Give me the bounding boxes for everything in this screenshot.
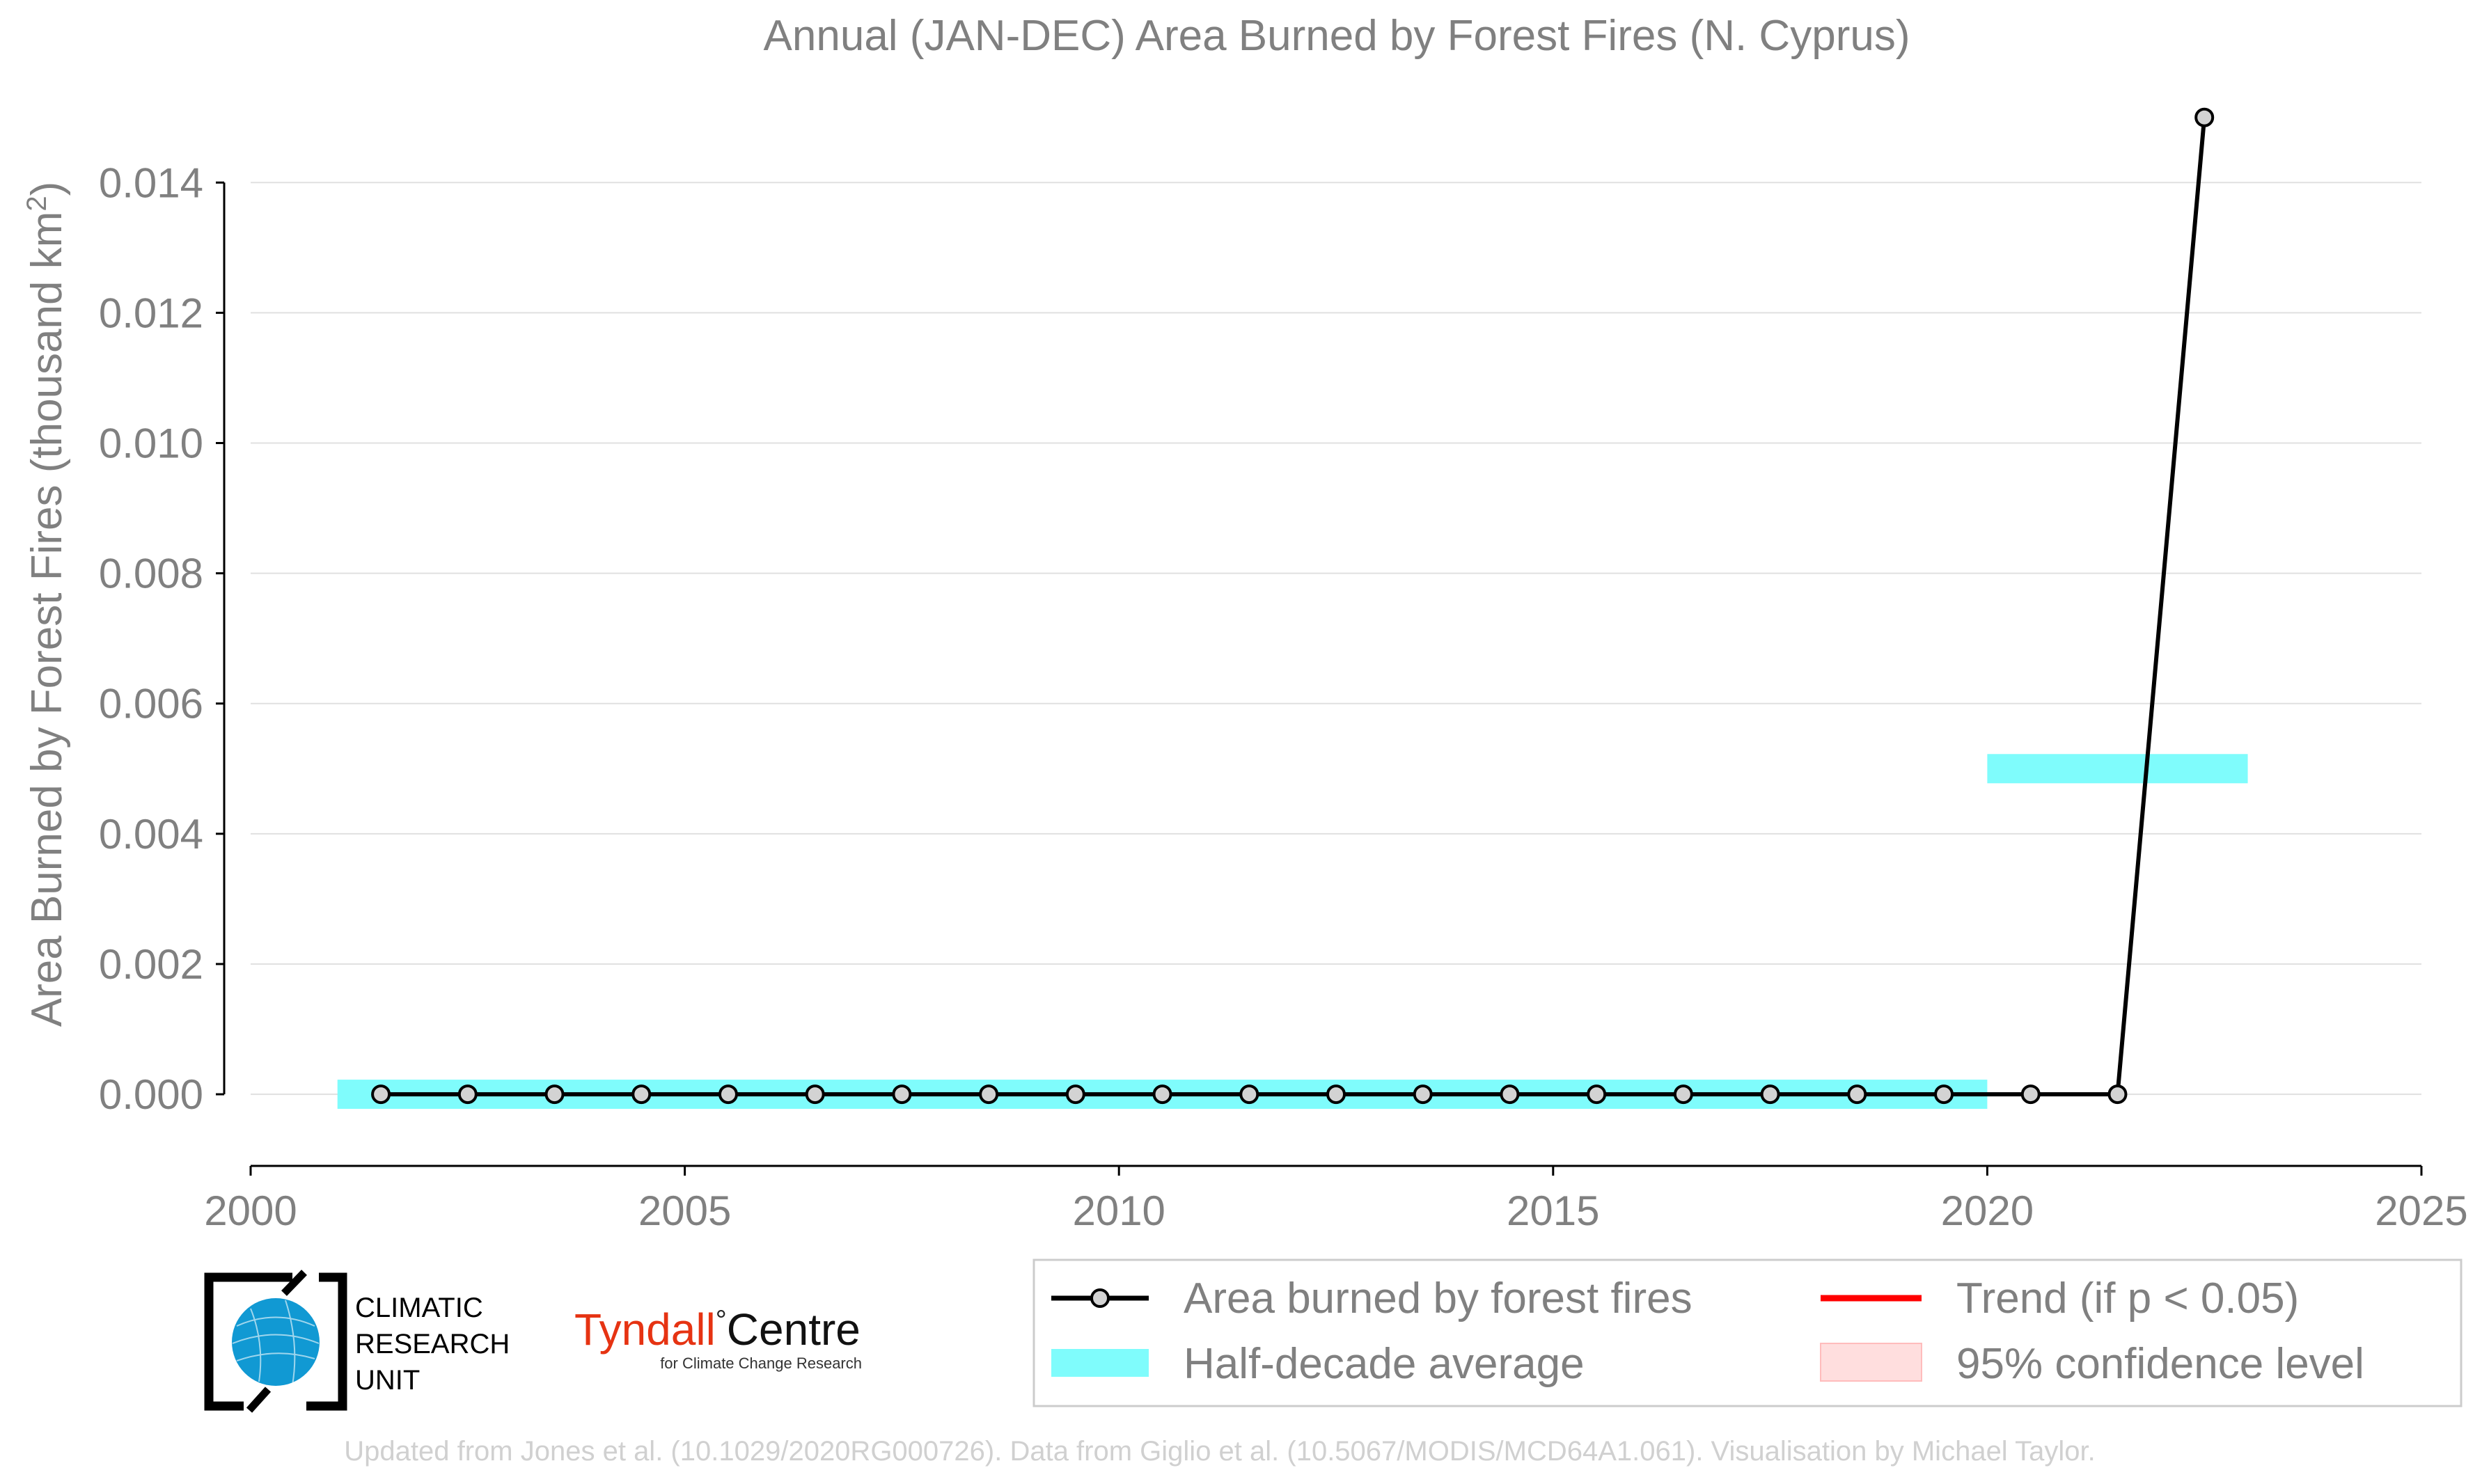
x-tick-label: 2000 <box>204 1187 297 1234</box>
y-tick-label: 0.000 <box>99 1071 203 1118</box>
tyndall-logo-subtitle: for Climate Change Research <box>660 1355 862 1372</box>
y-tick-label: 0.014 <box>99 159 203 206</box>
data-point <box>718 1084 738 1105</box>
x-tick-label: 2015 <box>1507 1187 1599 1234</box>
legend-label-area-burned: Area burned by forest fires <box>1184 1274 1692 1323</box>
cru-logo-line-2: RESEARCH <box>355 1329 510 1359</box>
data-point <box>1934 1084 1954 1105</box>
legend-label-half-decade: Half-decade average <box>1184 1340 1585 1388</box>
data-point <box>457 1084 478 1105</box>
legend-half-decade-swatch <box>1051 1349 1149 1377</box>
data-point <box>1326 1084 1346 1105</box>
y-axis-label: Area Burned by Forest Fires (thousand km… <box>22 182 71 1027</box>
y-axis-label-superscript: 2 <box>22 196 52 211</box>
y-axis-label-suffix: ) <box>23 182 71 196</box>
legend-label-trend: Trend (if p < 0.05) <box>1956 1274 2299 1323</box>
cru-logo-line-3: UNIT <box>355 1365 420 1396</box>
x-tick-label: 2025 <box>2375 1187 2467 1234</box>
x-tick-label: 2010 <box>1072 1187 1165 1234</box>
x-tick-label: 2005 <box>638 1187 731 1234</box>
legend: Area burned by forest fires Trend (if p … <box>1032 1258 2463 1407</box>
y-tick-label: 0.008 <box>99 551 203 597</box>
legend-item-half-decade: Half-decade average <box>1051 1340 1585 1388</box>
data-point <box>1587 1084 1607 1105</box>
data-point <box>2107 1084 2128 1105</box>
data-point <box>631 1084 652 1105</box>
cru-logo-frame <box>204 1272 347 1411</box>
cru-logo: CLIMATIC RESEARCH UNIT <box>204 1270 510 1413</box>
data-point <box>979 1084 999 1105</box>
tyndall-logo-degree: ° <box>716 1305 727 1336</box>
legend-item-area-burned: Area burned by forest fires <box>1051 1274 1692 1323</box>
data-point <box>1500 1084 1520 1105</box>
data-point <box>892 1084 912 1105</box>
footer-credits: Updated from Jones et al. (10.1029/2020R… <box>344 1436 2095 1467</box>
data-point <box>2020 1084 2041 1105</box>
legend-confidence-swatch <box>1820 1343 1922 1382</box>
y-tick-label: 0.006 <box>99 681 203 727</box>
data-point <box>544 1084 565 1105</box>
globe-icon <box>232 1298 320 1386</box>
data-point <box>1152 1084 1172 1105</box>
data-point <box>1673 1084 1693 1105</box>
tyndall-logo: Tyndall°Centre for Climate Change Resear… <box>574 1304 862 1372</box>
tyndall-logo-black-part: Centre <box>727 1304 861 1355</box>
data-point <box>1847 1084 1867 1105</box>
axes <box>216 181 2423 1176</box>
data-point <box>1413 1084 1433 1105</box>
grid-lines <box>251 182 2421 1096</box>
chart-title: Annual (JAN-DEC) Area Burned by Forest F… <box>764 12 1910 60</box>
legend-label-confidence: 95% confidence level <box>1956 1340 2364 1388</box>
series-line <box>381 117 2207 1097</box>
data-point <box>371 1084 391 1105</box>
y-axis-label-prefix: Area Burned by Forest Fires (thousand km <box>23 212 71 1027</box>
y-tick-label: 0.002 <box>99 941 203 988</box>
data-point <box>1760 1084 1780 1105</box>
tyndall-logo-red-part: Tyndall <box>574 1304 716 1355</box>
y-tick-label: 0.012 <box>99 290 203 336</box>
tick-labels: 0.000 0.002 0.004 0.006 0.008 0.010 0.012 0.014… <box>99 159 2468 1234</box>
y-tick-label: 0.010 <box>99 420 203 467</box>
tyndall-logo-wordmark: Tyndall°Centre <box>574 1304 861 1355</box>
legend-item-confidence: 95% confidence level <box>1820 1340 2364 1388</box>
data-point <box>805 1084 825 1105</box>
data-point <box>1065 1084 1085 1105</box>
half-decade-bars <box>337 754 2248 1110</box>
cru-logo-slash-top <box>281 1270 307 1296</box>
cru-logo-slash-bottom <box>246 1387 272 1413</box>
legend-frame <box>1032 1258 2463 1407</box>
cru-logo-line-1: CLIMATIC <box>355 1293 483 1323</box>
series-area-burned <box>371 107 2215 1105</box>
x-tick-label: 2020 <box>1941 1187 2034 1234</box>
y-tick-label: 0.004 <box>99 811 203 858</box>
data-point <box>1239 1084 1259 1105</box>
legend-item-trend: Trend (if p < 0.05) <box>1821 1274 2299 1323</box>
legend-marker-swatch <box>1090 1288 1110 1308</box>
globe-icon-lines <box>232 1300 320 1386</box>
data-point <box>2194 107 2215 127</box>
half-decade-bar <box>1987 754 2248 784</box>
